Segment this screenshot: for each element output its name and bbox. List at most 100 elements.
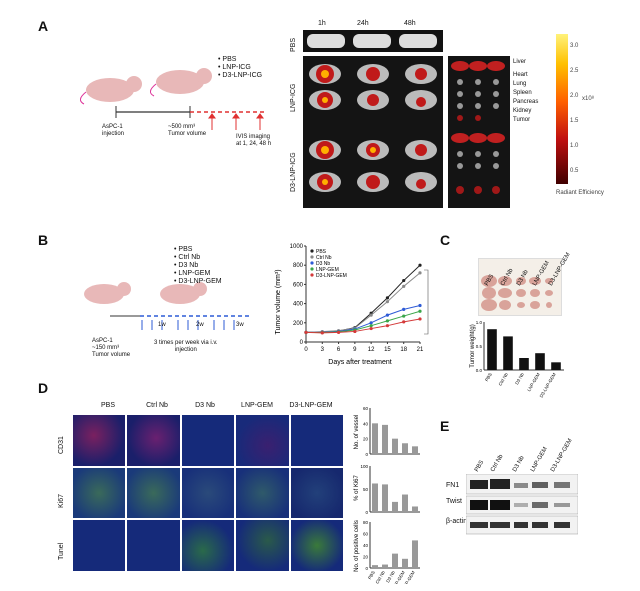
bar: [392, 553, 398, 568]
time-label-1h: 1h: [318, 20, 326, 27]
row-label-ki67: Ki67: [58, 493, 65, 508]
vessel-ylabel: No. of vessel: [354, 415, 360, 450]
immunofluorescence-grid: [72, 414, 344, 572]
tumor-photo: [478, 258, 562, 316]
bar: [402, 443, 408, 454]
legend-label: D3-LNP-GEM: [316, 273, 347, 279]
panel-label-b: B: [38, 232, 49, 248]
if-image: [289, 466, 344, 520]
bar: [402, 558, 408, 568]
timeline-start-label: AsPC-1 injection: [102, 124, 125, 137]
bar: [372, 423, 378, 454]
x-tick-label: 6: [337, 347, 341, 353]
y-tick-label: 60: [363, 406, 369, 411]
if-image: [289, 414, 344, 467]
tumor-volume-xlabel: Days after treatment: [328, 359, 391, 366]
row-label-pbs: PBS: [290, 37, 297, 52]
legend-b-d3-lnp-gem: D3-LNP-GEM: [178, 278, 222, 285]
y-tick-label: 0: [365, 510, 368, 515]
x-tick-label: 12: [368, 347, 375, 353]
tumor-volume-chart: 0 200 400 600 800 1000 0 3 6 9 12 15 18 21 Tumor volu…: [275, 244, 429, 366]
tumor-weight-ylabel: Tumor weight(g): [470, 324, 476, 367]
organ-kidney: Kidney: [513, 108, 532, 114]
colorbar-tick: 2.0: [570, 93, 579, 99]
blot-label-beta-actin: β-actin: [446, 518, 468, 525]
colorbar-ticks: 3.0 2.5 2.0 1.5 1.0 0.5: [570, 34, 578, 184]
y-tick-label: 50: [363, 487, 369, 492]
data-point: [418, 309, 422, 313]
data-point: [369, 321, 373, 325]
organ-heart: Heart: [513, 72, 528, 78]
if-image: [72, 519, 127, 572]
tumor-volume-ylabel: Tumor volume (mm³): [275, 269, 282, 334]
bar: [392, 438, 398, 454]
data-point: [385, 324, 390, 328]
bar: [382, 424, 388, 454]
data-point: [418, 303, 422, 308]
series-line: [305, 272, 421, 333]
data-point: [385, 296, 390, 300]
if-image: [72, 414, 127, 467]
x-tick-label: 3: [321, 347, 325, 353]
panel-label-a: A: [38, 18, 49, 34]
organ-labels: Liver Heart Lung Spleen Pancreas Kidney …: [513, 58, 538, 125]
col-label-d3-nb: D3 Nb: [195, 402, 215, 409]
time-label-24h: 24h: [357, 20, 369, 27]
col-label-d3-lnp-gem: D3-LNP-GEM: [289, 402, 333, 409]
colorbar-tick: 1.0: [570, 143, 579, 149]
colorbar-tick: 0.5: [570, 168, 579, 174]
panel-label-e: E: [440, 418, 450, 434]
data-point: [336, 330, 341, 334]
colorbar-tick: 2.5: [570, 68, 579, 74]
data-point: [402, 320, 406, 324]
bar: [412, 506, 418, 512]
legend-marker: [310, 267, 314, 271]
timeline-mid-label: ~500 mm³ Tumor volume: [168, 124, 207, 137]
row-label-tunel: Tunel: [58, 542, 65, 560]
treatment-start-label: AsPC-1 ~150 mm³ Tumor volume: [92, 338, 131, 358]
week-3-label: 3w: [236, 322, 244, 328]
y-tick-label: 0.0: [476, 368, 483, 373]
blot-col-d3-nb: D3 Nb: [512, 455, 526, 473]
data-point: [402, 278, 406, 283]
week-1-label: 1w: [158, 322, 166, 328]
category-label: D3 Nb: [385, 570, 396, 584]
if-image: [180, 414, 236, 467]
row-label-d3-lnp-icg: D3-LNP-ICG: [290, 152, 297, 192]
category-label: D3 Nb: [514, 372, 525, 386]
bar: [372, 483, 378, 512]
legend-label: Ctrl Nb: [316, 255, 332, 261]
bar: [392, 501, 398, 512]
data-point: [418, 263, 422, 267]
y-tick-label: 20: [363, 437, 369, 442]
legend-b: • PBS • Ctrl Nb • D3 Nb • LNP-GEM • D3-L…: [174, 246, 222, 285]
week-2-label: 2w: [196, 322, 204, 328]
y-tick-label: 100: [360, 464, 368, 469]
legend-a-pbs: PBS: [222, 56, 237, 63]
organ-tumor: Tumor: [513, 117, 531, 123]
category-label: D3-LNP-GEM: [539, 372, 557, 398]
legend-b-d3-nb: D3 Nb: [178, 262, 199, 269]
data-point: [320, 331, 324, 335]
data-point: [385, 313, 390, 317]
mice-timeline-illustration: [80, 68, 264, 130]
if-image: [235, 519, 290, 572]
blot-col-ctrl-nb: Ctrl Nb: [490, 453, 505, 473]
row-label-lnp-icg: LNP-ICG: [290, 83, 297, 112]
x-tick-label: 0: [304, 347, 308, 353]
colorbar-exponent: x10⁸: [582, 96, 595, 102]
if-image: [126, 466, 181, 520]
category-label: Ctrl Nb: [498, 372, 510, 387]
colorbar-tick: 3.0: [570, 43, 579, 49]
if-image: [180, 519, 236, 572]
radiant-efficiency-colorbar: [556, 34, 568, 184]
y-tick-label: 0.5: [476, 344, 483, 349]
blot-label-fn1: FN1: [446, 482, 460, 489]
legend-b-lnp-gem: LNP-GEM: [178, 270, 211, 277]
data-point: [402, 307, 406, 311]
colorbar-unit: Radiant Efficiency: [556, 190, 604, 196]
bar: [402, 494, 408, 512]
data-point: [353, 329, 357, 334]
if-image: [180, 466, 236, 520]
